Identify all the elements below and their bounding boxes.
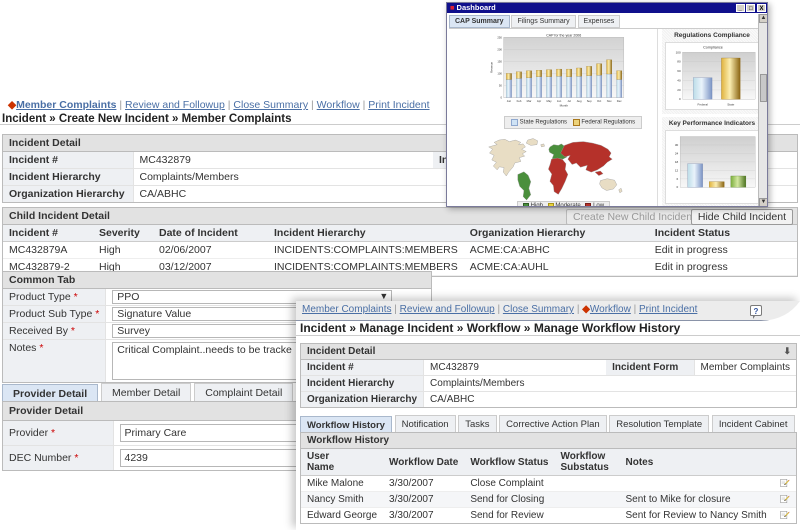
svg-text:250: 250 xyxy=(497,35,502,39)
svg-text:200: 200 xyxy=(497,47,502,51)
svg-text:40: 40 xyxy=(677,78,681,82)
svg-text:30: 30 xyxy=(675,143,679,147)
svg-text:Aug: Aug xyxy=(577,99,582,103)
svg-text:0: 0 xyxy=(679,97,681,101)
svg-text:Month: Month xyxy=(560,103,569,107)
svg-text:Feb: Feb xyxy=(517,99,522,103)
svg-text:100: 100 xyxy=(676,50,681,54)
svg-text:20: 20 xyxy=(677,88,681,92)
svg-text:0: 0 xyxy=(677,185,679,189)
svg-text:50: 50 xyxy=(499,84,503,88)
svg-text:Mar: Mar xyxy=(527,99,532,103)
svg-text:60: 60 xyxy=(677,69,681,73)
svg-text:Apr: Apr xyxy=(537,99,541,103)
svg-text:24: 24 xyxy=(675,151,679,155)
svg-text:State: State xyxy=(727,102,734,106)
svg-text:80: 80 xyxy=(677,60,681,64)
svg-text:May: May xyxy=(547,99,553,103)
svg-text:Jun: Jun xyxy=(507,99,512,103)
svg-text:12: 12 xyxy=(675,168,679,172)
svg-text:Dec: Dec xyxy=(617,99,622,103)
svg-text:18: 18 xyxy=(675,160,679,164)
svg-text:150: 150 xyxy=(497,60,502,64)
svg-text:Oct: Oct xyxy=(597,99,601,103)
svg-text:CAP for the year 2006: CAP for the year 2006 xyxy=(546,33,581,37)
svg-text:Sep: Sep xyxy=(587,99,592,103)
svg-text:Nov: Nov xyxy=(607,99,612,103)
svg-text:Compliance: Compliance xyxy=(703,46,723,50)
svg-text:Revenue: Revenue xyxy=(490,62,494,73)
svg-text:100: 100 xyxy=(497,72,502,76)
svg-text:6: 6 xyxy=(677,177,679,181)
svg-text:Jul: Jul xyxy=(567,99,571,103)
svg-text:Jun: Jun xyxy=(557,99,562,103)
svg-text:Federal: Federal xyxy=(698,102,709,106)
